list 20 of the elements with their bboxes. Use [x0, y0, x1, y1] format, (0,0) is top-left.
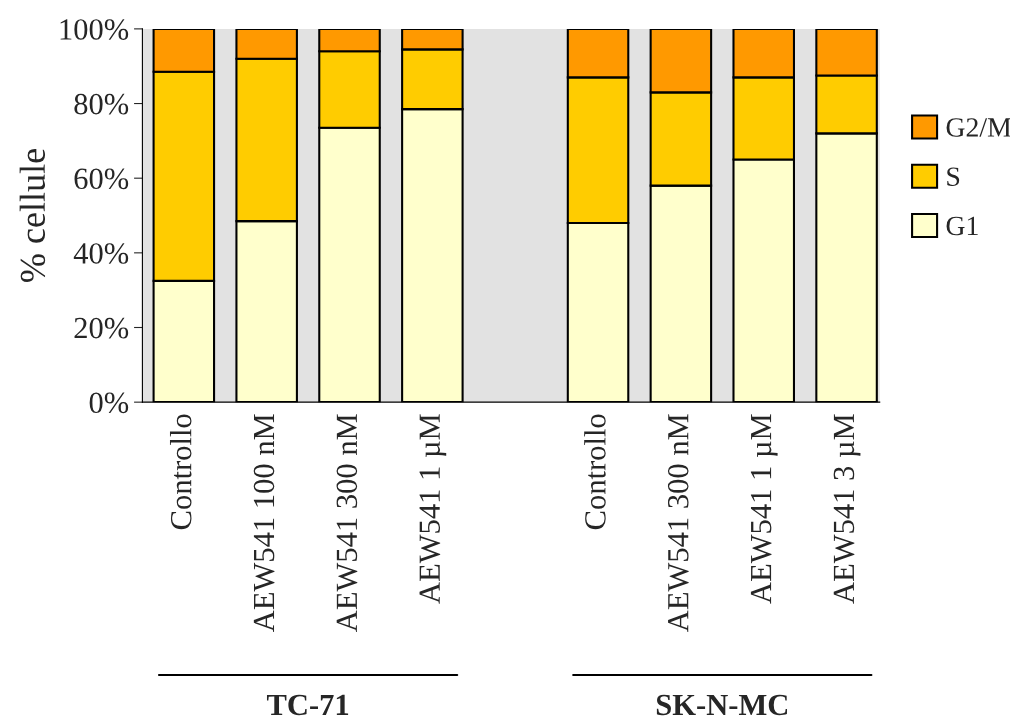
x-tick-label: Controllo: [584, 414, 606, 530]
x-tick-label: AEW541 100 nM: [253, 414, 275, 632]
y-axis-title: % cellule: [19, 149, 46, 282]
text: TC-71: [266, 694, 349, 716]
x-tick-label: AEW541 1 µM: [419, 414, 447, 604]
x-tick-label: Controllo: [169, 414, 192, 530]
y-tick-label: 0%: [89, 392, 129, 414]
y-tick-label: 60%: [74, 168, 129, 190]
legend-label: G1: [946, 216, 978, 236]
y-tick-label: 20%: [74, 317, 129, 339]
legend-label: G2/M: [946, 118, 1010, 137]
x-tick-label: AEW541 1 µM: [750, 414, 778, 604]
x-tick-label: AEW541 300 nM: [336, 414, 358, 632]
y-tick-label: 80%: [74, 93, 129, 115]
text: SK-N-MC: [656, 694, 788, 716]
x-tick-label: AEW541 300 nM: [667, 414, 689, 632]
legend-label: S: [947, 167, 960, 187]
x-tick-label: AEW541 3 µM: [833, 414, 861, 604]
y-tick-label: 100%: [60, 19, 129, 40]
y-tick-label: 40%: [73, 243, 129, 264]
